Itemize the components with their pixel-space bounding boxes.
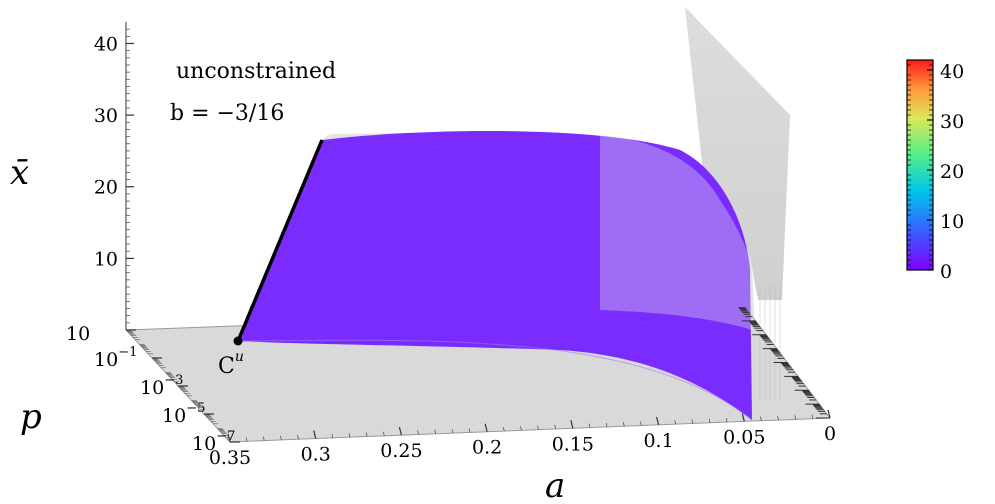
a-minor-tick: [794, 415, 797, 420]
a-minor-tick: [605, 422, 608, 427]
ghost-wall-hatching: [759, 282, 781, 400]
p-tick-base: 10: [162, 405, 186, 427]
a-minor-tick: [245, 437, 248, 442]
a-minor-tick: [331, 433, 334, 438]
p-tick-label: 10−3: [140, 373, 183, 399]
a-tick-mark: [313, 430, 317, 439]
point-label-cu: Cu: [218, 349, 244, 379]
a-minor-tick: [365, 432, 368, 437]
surface-ghost-overlay: [600, 135, 752, 330]
p-tick-exponent: −7: [216, 429, 235, 444]
a-tick-label: 0.05: [723, 426, 765, 448]
surface-fold: [238, 140, 750, 341]
point-label-base: C: [218, 354, 235, 379]
a-minor-tick: [468, 428, 471, 433]
p-tick-label: 10−5: [162, 401, 205, 427]
a-tick-label: 0.35: [209, 447, 251, 469]
point-label-superscript: u: [235, 349, 244, 365]
a-tick-label: 0.3: [301, 444, 331, 466]
a-minor-tick: [760, 416, 762, 421]
a-minor-tick: [537, 425, 539, 430]
a-tick-label: 0: [824, 423, 836, 445]
a-minor-tick: [811, 414, 814, 419]
a-minor-tick: [708, 418, 711, 423]
a-tick-mark: [398, 426, 403, 436]
z-tick-label: 30: [94, 105, 118, 127]
a-minor-tick: [622, 422, 625, 427]
a-minor-tick: [502, 426, 505, 432]
a-minor-tick: [348, 433, 351, 438]
colorbar: [906, 59, 934, 271]
p-tick-label: 10−1: [94, 345, 137, 371]
colorbar-tick-label: 0: [940, 261, 952, 283]
colorbar-tick-label: 10: [940, 211, 964, 233]
a-tick-mark: [655, 416, 660, 426]
p-tick-exponent: −3: [164, 373, 183, 388]
a-minor-tick: [588, 423, 591, 428]
colorbar-tick-label: 30: [940, 111, 964, 133]
a-minor-tick: [554, 424, 557, 430]
colorbar-minor-ticks: [907, 64, 933, 266]
z-axis-title: x̄: [10, 153, 29, 193]
a-tick-label: 0.15: [552, 433, 594, 455]
a-minor-tick: [640, 421, 642, 426]
ghost-wall: [685, 7, 790, 300]
p-tick-label: 10: [66, 323, 90, 345]
p-tick-base: 10: [94, 349, 118, 371]
a-minor-tick: [451, 429, 454, 434]
a-minor-tick: [674, 420, 677, 425]
surface-edge-line: [236, 139, 324, 342]
z-tick-label: 20: [94, 177, 118, 199]
p-tick-base: 10: [192, 433, 216, 455]
a-minor-tick: [777, 415, 779, 421]
colorbar-ticks: 0 10 20 30 40: [927, 61, 964, 283]
a-minor-tick: [297, 435, 299, 440]
a-minor-tick: [262, 436, 265, 441]
colorbar-tick-label: 20: [940, 161, 964, 183]
surface-floor-edge: [237, 339, 753, 421]
p-tick-exponent: −5: [186, 401, 205, 416]
a-tick-label: 0.2: [472, 437, 502, 459]
z-axis-ticks: 10 20 30 40: [94, 28, 134, 324]
colorbar-tick-label: 40: [940, 61, 964, 83]
z-tick-label: 40: [94, 33, 118, 55]
a-tick-mark: [827, 409, 831, 419]
a-axis-ticks: 0.35 0.3 0.25 0.2 0.15 0.1 0.05 0: [209, 409, 836, 469]
annotation-unconstrained: unconstrained: [176, 59, 336, 84]
p-axis-right-ticks: [738, 307, 830, 419]
a-minor-tick: [520, 426, 522, 431]
a-tick-mark: [570, 420, 574, 429]
a-minor-tick: [691, 419, 694, 424]
a-minor-tick: [434, 429, 437, 434]
a-tick-label: 0.25: [380, 440, 422, 462]
a-minor-tick: [382, 431, 385, 436]
a-minor-tick: [725, 418, 728, 423]
p-tick-base: 10: [66, 323, 90, 345]
a-minor-tick: [417, 430, 419, 435]
a-axis-title: a: [545, 466, 565, 499]
p-tick-base: 10: [140, 377, 164, 399]
a-tick-mark: [741, 413, 745, 422]
a-minor-tick: [280, 435, 282, 441]
p-tick-exponent: −1: [118, 345, 137, 360]
p-tick-label: 10−7: [192, 429, 235, 455]
point-cu: [233, 336, 243, 346]
a-tick-mark: [484, 423, 488, 432]
p-axis-title: p: [20, 397, 42, 437]
z-tick-label: 10: [94, 248, 118, 270]
a-tick-label: 0.1: [643, 430, 673, 452]
annotation-b-value: b = −3/16: [170, 101, 284, 126]
